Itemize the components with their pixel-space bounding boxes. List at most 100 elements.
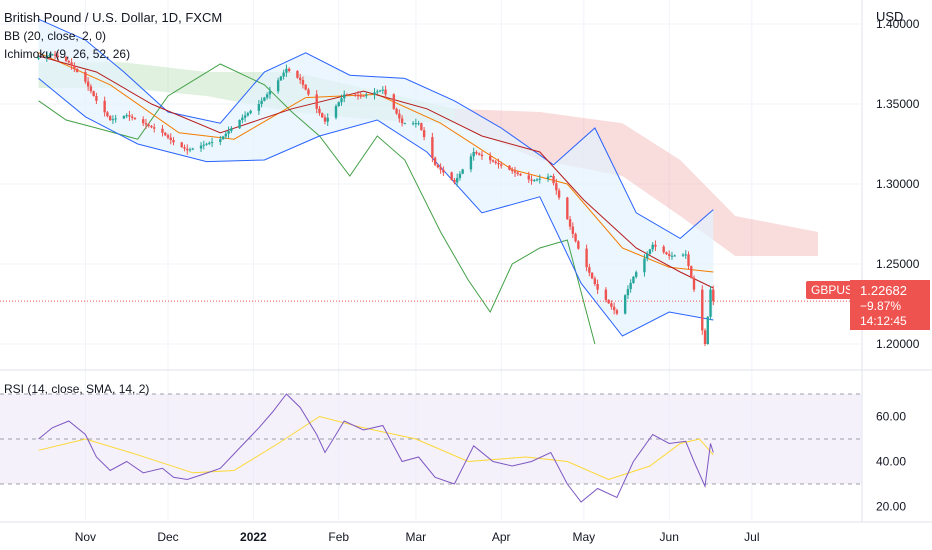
candle-body — [692, 277, 696, 290]
candle-body — [147, 124, 150, 126]
candle — [106, 110, 109, 118]
price-tick-label: 1.35000 — [876, 97, 920, 111]
candle — [103, 96, 106, 117]
candle-body — [92, 91, 95, 96]
candle-body — [208, 142, 211, 144]
candle — [535, 178, 539, 182]
candle — [489, 152, 492, 164]
candle — [191, 147, 194, 151]
candle-body — [461, 169, 464, 174]
candle — [706, 316, 709, 345]
currency-label[interactable]: USD — [876, 9, 904, 24]
candle — [687, 251, 690, 270]
candle-body — [186, 148, 189, 151]
candle-body — [497, 162, 500, 165]
candle — [279, 75, 283, 81]
candle-body — [238, 120, 241, 129]
candle — [566, 196, 569, 220]
candle-body — [287, 68, 291, 72]
candle-body — [453, 179, 456, 183]
candle — [221, 135, 225, 140]
candle — [480, 150, 484, 160]
candle-body — [296, 71, 299, 78]
candle — [298, 73, 302, 84]
ichimoku-legend[interactable]: Ichimoku (9, 26, 52, 26) — [4, 47, 131, 61]
candle-body — [629, 282, 632, 290]
candle — [568, 215, 572, 230]
candle — [122, 115, 126, 120]
candle-body — [703, 330, 707, 344]
rsi-legend[interactable]: RSI (14, close, SMA, 14, 2) — [4, 382, 150, 396]
candle — [318, 106, 321, 116]
candle — [334, 104, 338, 120]
price-tick-label: 1.20000 — [876, 337, 920, 351]
candle-body — [301, 80, 305, 85]
candle-body — [75, 68, 79, 72]
candle-body — [398, 113, 401, 119]
candle — [455, 173, 459, 187]
candle — [345, 93, 349, 96]
time-tick-label: Feb — [328, 530, 349, 544]
candle-body — [133, 117, 137, 120]
candle-body — [111, 119, 115, 121]
candle — [436, 163, 440, 169]
candle — [199, 142, 203, 153]
candle — [296, 70, 299, 79]
candle-body — [373, 92, 376, 96]
candle-body — [681, 254, 685, 256]
candle-body — [643, 258, 646, 273]
time-tick-label: Apr — [492, 530, 511, 544]
candle-body — [268, 91, 272, 95]
candle — [186, 144, 189, 155]
candle-body — [684, 254, 687, 256]
candle — [219, 136, 222, 146]
candle-body — [604, 289, 608, 300]
candle — [205, 142, 208, 146]
candle-body — [458, 173, 462, 179]
candle-body — [241, 117, 244, 120]
candle — [533, 179, 536, 182]
candle — [343, 90, 346, 103]
candle-body — [384, 89, 387, 95]
bb-legend[interactable]: BB (20, close, 2, 0) — [4, 29, 107, 43]
candle-body — [411, 123, 415, 125]
candle — [323, 114, 327, 125]
candle-body — [276, 80, 280, 92]
candle — [422, 126, 426, 141]
candle-body — [585, 248, 588, 268]
candle-body — [431, 137, 434, 158]
rsi-line — [38, 393, 714, 503]
candle-body — [265, 94, 269, 98]
candle — [477, 152, 481, 156]
candle — [549, 175, 552, 178]
candle-body — [590, 272, 594, 279]
candle-body — [571, 226, 575, 234]
candle — [56, 51, 60, 62]
candle — [511, 167, 514, 174]
candle — [67, 59, 71, 64]
candle — [604, 287, 608, 303]
candle-body — [533, 180, 536, 182]
candle — [144, 118, 148, 129]
candle — [70, 58, 73, 70]
candle — [414, 118, 418, 128]
candle — [230, 126, 233, 134]
bollinger-fill — [38, 19, 714, 336]
candle-body — [164, 132, 167, 136]
candle — [381, 86, 385, 94]
candle — [458, 171, 462, 181]
candle — [238, 119, 241, 129]
candle — [249, 109, 252, 115]
candle — [420, 122, 423, 131]
candle — [610, 300, 613, 310]
candle — [643, 254, 646, 277]
candle-body — [477, 153, 481, 155]
candle-body — [191, 148, 194, 150]
candle-body — [516, 172, 519, 174]
candle — [398, 109, 401, 123]
candle — [362, 95, 365, 97]
price-tick-label: 1.30000 — [876, 177, 920, 191]
candle — [668, 250, 671, 260]
candle-body — [527, 175, 530, 180]
